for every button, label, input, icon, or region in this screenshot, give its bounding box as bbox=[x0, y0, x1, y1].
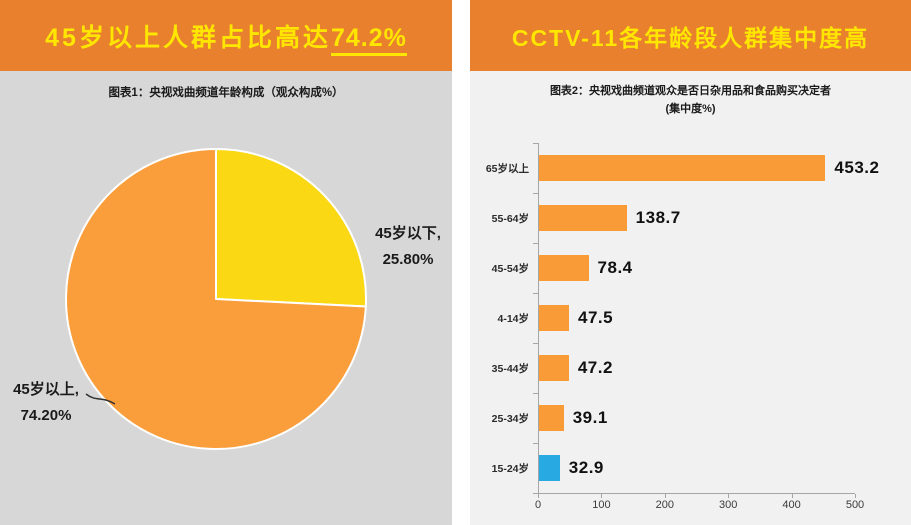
bar-value-label: 47.2 bbox=[577, 358, 613, 377]
bar-value-label: 138.7 bbox=[635, 208, 681, 227]
left-header-banner: 45岁以上人群占比高达74.2% bbox=[0, 0, 452, 71]
bar-row: 78.4 bbox=[539, 243, 855, 293]
pie-label-above45: 45岁以上, 74.20% bbox=[0, 377, 92, 430]
pie-chart-area: 图表1：央视戏曲频道年龄构成（观众构成%） 45岁以下, 25.80% 45岁以… bbox=[0, 71, 452, 525]
pie-chart bbox=[64, 147, 368, 451]
bar-plot: 65岁以上 55-64岁 45-54岁 4-14岁 35-44岁 25-34岁 15-24岁… bbox=[470, 143, 911, 511]
pie-chart-title: 图表1：央视戏曲频道年龄构成（观众构成%） bbox=[108, 87, 344, 99]
bar-row: 138.7 bbox=[539, 193, 855, 243]
bar-chart-title-line1: 图表2：央视戏曲频道观众是否日杂用品和食品购买决定者 bbox=[549, 85, 832, 97]
bar-category-label: 25-34岁 bbox=[491, 412, 529, 425]
right-panel: CCTV-11各年龄段人群集中度高 图表2：央视戏曲频道观众是否日杂用品和食品购… bbox=[470, 0, 911, 525]
bar-category-label: 4-14岁 bbox=[497, 312, 529, 325]
y-axis-tick bbox=[533, 393, 538, 394]
y-axis-tick bbox=[533, 443, 538, 444]
y-axis-tick bbox=[533, 493, 538, 494]
left-header-title: 45岁以上人群占比高达74.2% bbox=[45, 18, 407, 56]
pie-slice-45岁以下 bbox=[215, 148, 367, 308]
bar-value-label: 78.4 bbox=[597, 258, 633, 277]
bar-category-label: 55-64岁 bbox=[491, 212, 529, 225]
bar-chart-title-line2: (集中度%) bbox=[665, 102, 716, 115]
bar-category-label: 45-54岁 bbox=[491, 262, 529, 275]
x-axis-tick-label: 200 bbox=[655, 499, 674, 511]
pie-slice-45岁以上 bbox=[65, 148, 367, 450]
bar-value-label: 47.5 bbox=[578, 308, 614, 327]
x-axis-tick-label: 300 bbox=[719, 499, 738, 511]
bar-25-34岁 bbox=[539, 405, 564, 431]
x-axis-tick bbox=[855, 494, 856, 498]
x-axis-tick-label: 0 bbox=[534, 499, 542, 511]
bar-value-label: 453.2 bbox=[834, 158, 880, 177]
pie-label-below45-name: 45岁以下, bbox=[375, 225, 441, 242]
pie-leader-line bbox=[85, 393, 116, 405]
pie-svg bbox=[65, 148, 367, 450]
y-axis-tick bbox=[533, 143, 538, 144]
bar-55-64岁 bbox=[539, 205, 627, 231]
y-axis-tick bbox=[533, 193, 538, 194]
category-axis-labels: 65岁以上 55-64岁 45-54岁 4-14岁 35-44岁 25-34岁 15-24岁 bbox=[470, 143, 532, 493]
bar-category-label: 15-24岁 bbox=[491, 462, 529, 475]
bar-category-label: 35-44岁 bbox=[491, 362, 529, 375]
pie-label-below45: 45岁以下, 25.80% bbox=[366, 221, 450, 274]
y-axis-line bbox=[538, 143, 539, 493]
bar-category-label: 65岁以上 bbox=[485, 162, 529, 175]
x-axis-tick-label: 100 bbox=[592, 499, 611, 511]
x-axis-tick-label: 500 bbox=[845, 499, 865, 511]
x-axis-tick bbox=[538, 494, 539, 498]
right-header-title: CCTV-11各年龄段人群集中度高 bbox=[511, 24, 870, 51]
bar-chart-area: 图表2：央视戏曲频道观众是否日杂用品和食品购买决定者 (集中度%) 65岁以上 5… bbox=[470, 71, 911, 525]
bar-chart-title: 图表2：央视戏曲频道观众是否日杂用品和食品购买决定者 (集中度%) bbox=[470, 71, 911, 118]
left-header-title-text: 45岁以上人群占比高达 bbox=[45, 23, 331, 52]
right-header-banner: CCTV-11各年龄段人群集中度高 bbox=[470, 0, 911, 71]
x-axis-tick-label: 400 bbox=[782, 499, 801, 511]
bar-35-44岁 bbox=[539, 355, 569, 381]
bar-value-label: 39.1 bbox=[572, 408, 608, 427]
left-panel: 45岁以上人群占比高达74.2% 图表1：央视戏曲频道年龄构成（观众构成%） 4… bbox=[0, 0, 452, 525]
bar-row: 39.1 bbox=[539, 393, 855, 443]
x-axis-tick bbox=[601, 494, 603, 498]
x-axis-tick bbox=[728, 494, 730, 498]
pie-label-above45-value: 74.20% bbox=[20, 407, 72, 425]
bar-15-24岁 bbox=[539, 455, 560, 481]
bar-row: 32.9 bbox=[539, 443, 855, 493]
pie-label-below45-value: 25.80% bbox=[382, 251, 434, 269]
bar-row: 47.2 bbox=[539, 343, 855, 393]
bar-4-14岁 bbox=[539, 305, 570, 331]
x-axis-line bbox=[538, 493, 855, 494]
x-axis-tick bbox=[791, 494, 793, 498]
bar-value-label: 32.9 bbox=[568, 458, 604, 477]
x-axis-ticks: 0 100 200 300 400 500 bbox=[534, 493, 864, 513]
bar-row: 47.5 bbox=[539, 293, 855, 343]
y-axis-tick bbox=[533, 293, 538, 294]
bar-65岁以上 bbox=[539, 155, 826, 181]
pie-label-above45-name: 45岁以上, bbox=[13, 381, 79, 398]
y-axis-tick bbox=[533, 243, 538, 244]
y-axis-tick bbox=[533, 343, 538, 344]
bar-row: 453.2 bbox=[539, 143, 879, 193]
bar-rows: 453.2 138.7 78.4 47.5 47.2 39.1 32.9 bbox=[539, 143, 879, 493]
bar-45-54岁 bbox=[539, 255, 589, 281]
left-header-title-highlight: 74.2% bbox=[330, 23, 407, 56]
x-axis-tick bbox=[664, 494, 666, 498]
